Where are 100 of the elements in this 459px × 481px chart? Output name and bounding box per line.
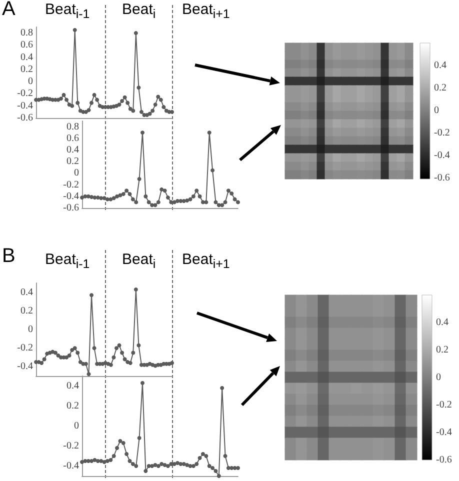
y-tick-label: 0.2 — [20, 64, 33, 75]
point — [130, 197, 135, 202]
point — [178, 462, 183, 466]
color-bar-label: -0.2 — [436, 400, 452, 410]
point — [137, 436, 142, 440]
point — [92, 92, 96, 97]
point — [128, 459, 132, 463]
color-bar-label: 0.2 — [434, 82, 446, 94]
point — [121, 192, 126, 196]
color-bar-label: 0.4 — [436, 317, 448, 328]
point — [126, 100, 130, 105]
color-bar-label: 0 — [434, 105, 439, 116]
point — [117, 343, 122, 348]
point — [150, 464, 154, 468]
point — [120, 350, 124, 355]
point — [108, 362, 113, 367]
point — [99, 196, 104, 200]
text: Beat$_{i}$ — [122, 251, 156, 272]
color-bar-label: -0.6 — [434, 172, 450, 184]
point — [124, 452, 129, 456]
color-bar-label: 0.4 — [434, 60, 446, 71]
point — [121, 441, 126, 445]
color-bar-label: 0 — [436, 372, 441, 383]
point — [230, 466, 234, 470]
point — [198, 456, 202, 460]
point — [83, 194, 88, 198]
point — [95, 98, 100, 102]
text: Beat$_{i-1}$ — [45, 1, 90, 22]
color-bar-label: -0.2 — [434, 128, 450, 138]
point — [134, 31, 138, 36]
point — [134, 464, 138, 468]
point — [86, 108, 91, 112]
y-tick-label: -0.2 — [63, 179, 79, 190]
point — [188, 197, 192, 202]
point — [191, 194, 196, 198]
point — [76, 100, 80, 105]
point — [64, 98, 69, 102]
y-tick-label: 0 — [28, 324, 33, 335]
point — [76, 350, 80, 355]
point — [134, 200, 138, 204]
y-tick-label: -0.2 — [17, 88, 33, 100]
point — [115, 446, 120, 450]
y-tick-label: 0.4 — [20, 286, 33, 298]
point — [166, 196, 170, 200]
point — [162, 105, 166, 110]
point — [170, 110, 174, 114]
y-tick-label: 0.8 — [66, 121, 79, 132]
point — [160, 187, 164, 192]
point — [200, 200, 205, 204]
point — [226, 188, 230, 193]
point — [105, 197, 110, 202]
point — [185, 463, 190, 467]
point — [170, 360, 174, 365]
point — [204, 200, 208, 204]
point — [124, 188, 129, 193]
y-tick-label: 0.6 — [20, 40, 33, 51]
y-tick-label: 0.6 — [66, 132, 79, 144]
point — [62, 92, 66, 97]
point — [99, 459, 104, 463]
text: Beat$_{i+1}$ — [182, 1, 230, 22]
point — [40, 360, 44, 365]
point — [67, 354, 72, 358]
point — [136, 343, 141, 348]
point — [112, 196, 116, 200]
point — [128, 106, 132, 111]
point — [130, 462, 135, 466]
y-tick-label: 0 — [74, 420, 79, 432]
text: Beat$_{i+1}$ — [182, 251, 230, 272]
point — [162, 188, 167, 193]
point — [207, 130, 212, 135]
y-tick-label: 0.2 — [66, 400, 79, 412]
point — [112, 355, 116, 360]
point — [78, 360, 82, 364]
point — [207, 464, 212, 468]
point — [166, 464, 170, 468]
point — [83, 459, 88, 463]
point — [114, 346, 118, 350]
point — [144, 194, 148, 198]
y-tick-label: -0.6 — [63, 202, 79, 214]
point — [191, 464, 196, 468]
point — [108, 458, 113, 462]
y-tick-label: -0.4 — [63, 190, 79, 202]
y-tick-label: 0 — [74, 168, 79, 179]
y-tick-label: 0.4 — [66, 380, 79, 392]
point — [86, 372, 91, 376]
y-tick-label: 0.2 — [20, 305, 33, 316]
point — [153, 102, 158, 107]
point — [128, 192, 132, 196]
point — [226, 466, 230, 470]
point — [134, 288, 138, 292]
point — [194, 188, 199, 193]
point — [150, 203, 154, 208]
point — [90, 194, 94, 199]
text: B — [2, 245, 16, 267]
point — [176, 461, 180, 465]
y-tick-label: 0.2 — [66, 156, 79, 168]
point — [122, 357, 127, 362]
point — [236, 200, 240, 204]
point — [90, 459, 94, 463]
point — [53, 350, 58, 355]
